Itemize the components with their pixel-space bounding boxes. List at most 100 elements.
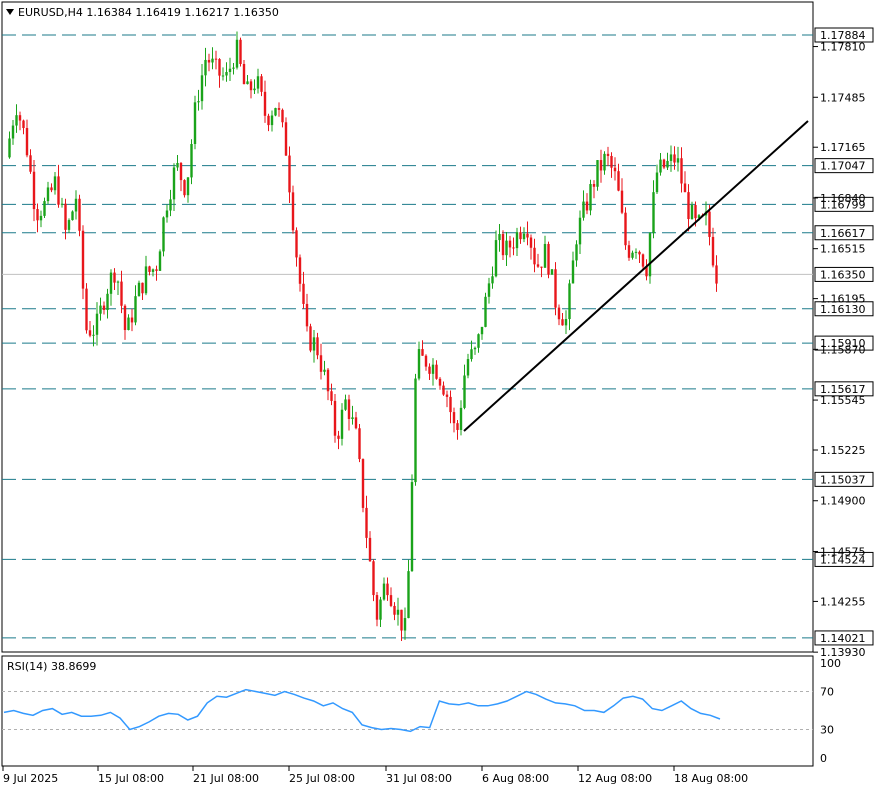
candle-body xyxy=(575,244,578,261)
candle-body xyxy=(697,215,701,219)
candle-body xyxy=(284,122,288,156)
candle-body xyxy=(617,171,620,191)
candle-body xyxy=(501,234,505,256)
candle-body xyxy=(631,252,634,258)
candle-body xyxy=(148,266,151,272)
candle-body xyxy=(123,305,127,331)
price-tick-label: 1.14900 xyxy=(820,495,866,508)
candle-body xyxy=(438,378,442,386)
triangle-down-icon[interactable] xyxy=(6,9,14,15)
price-tick-label: 1.14575 xyxy=(820,545,866,558)
candle-body xyxy=(463,375,466,408)
level-price-tag xyxy=(814,225,874,241)
candle-body xyxy=(526,233,529,238)
candle-body xyxy=(351,417,354,420)
price-tick-label: 1.15870 xyxy=(820,343,866,356)
candle-body xyxy=(505,240,508,256)
candle-body xyxy=(204,59,207,76)
candle-body xyxy=(680,158,683,184)
candle-body xyxy=(218,59,221,76)
candle-body xyxy=(288,155,291,193)
candle-body xyxy=(176,162,179,168)
candle-body xyxy=(169,199,172,211)
candle-body xyxy=(67,220,71,230)
time-tick-label: 31 Jul 08:00 xyxy=(386,772,452,785)
time-tick-label: 21 Jul 08:00 xyxy=(193,772,259,785)
candle-body xyxy=(466,359,470,376)
symbol-header: EURUSD,H4 1.16384 1.16419 1.16217 1.1635… xyxy=(18,6,279,19)
candle-body xyxy=(130,317,134,323)
level-price-label: 1.15037 xyxy=(820,473,866,486)
candle-body xyxy=(599,160,603,171)
candle-body xyxy=(540,266,543,268)
candle-body xyxy=(396,609,400,615)
candle-body xyxy=(60,203,64,205)
candle-body xyxy=(144,266,148,294)
candle-body xyxy=(410,482,414,572)
candle-body xyxy=(337,435,340,439)
level-price-tag xyxy=(814,158,874,174)
candle-body xyxy=(116,281,120,283)
candle-body xyxy=(470,349,473,360)
candle-body xyxy=(85,288,88,331)
candle-body xyxy=(564,319,568,326)
rsi-tick-label: 30 xyxy=(820,724,834,737)
price-tick-label: 1.15225 xyxy=(820,444,866,457)
candle-body xyxy=(592,184,596,187)
time-axis: 9 Jul 2025 15 Jul 08:00 21 Jul 08:00 25 Jul… xyxy=(2,766,748,785)
candle-body xyxy=(221,75,225,77)
candle-body xyxy=(645,266,648,277)
candle-body xyxy=(389,595,393,606)
rsi-tick-label: 0 xyxy=(820,752,827,765)
candle-body xyxy=(214,58,218,60)
candle-body xyxy=(676,158,680,163)
candle-body xyxy=(589,184,592,211)
candle-body xyxy=(134,296,137,323)
candle-body xyxy=(627,245,631,258)
candle-body xyxy=(18,115,22,121)
time-tick-label: 18 Aug 08:00 xyxy=(674,772,748,785)
candle-body xyxy=(50,187,53,191)
candle-body xyxy=(533,247,536,265)
candle-body xyxy=(557,307,561,320)
level-price-tag xyxy=(814,335,874,351)
candle-body xyxy=(242,63,246,85)
candle-body xyxy=(141,282,144,294)
candle-body xyxy=(330,391,333,401)
candle-body xyxy=(582,201,585,218)
level-price-tag xyxy=(814,381,874,397)
candle-body xyxy=(659,159,662,173)
candle-body xyxy=(281,109,284,123)
candle-body xyxy=(183,180,186,196)
candle-body xyxy=(200,75,204,102)
candle-body xyxy=(683,183,687,193)
candle-body xyxy=(106,293,109,310)
candle-body xyxy=(270,115,274,126)
level-price-label: 1.14021 xyxy=(820,632,866,645)
candle-body xyxy=(428,366,431,374)
candle-body xyxy=(291,192,295,231)
current-price-tag xyxy=(814,266,874,282)
candle-body xyxy=(477,334,480,348)
candle-body xyxy=(512,247,515,249)
candle-body xyxy=(638,251,641,255)
candle-body xyxy=(421,349,424,356)
candle-body xyxy=(253,88,256,91)
price-tick-label: 1.13930 xyxy=(820,646,866,659)
candle-body xyxy=(550,269,554,275)
candle-body xyxy=(529,237,533,248)
candle-body xyxy=(260,76,263,92)
time-tick-label: 15 Jul 08:00 xyxy=(98,772,164,785)
candle-body xyxy=(57,176,60,205)
time-tick-label: 25 Jul 08:00 xyxy=(289,772,355,785)
candle-body xyxy=(256,76,260,89)
candle-body xyxy=(323,369,326,372)
candle-body xyxy=(88,330,92,336)
candle-body xyxy=(186,177,190,196)
candle-body xyxy=(515,232,519,249)
candle-body xyxy=(46,187,50,202)
candle-body xyxy=(277,108,281,110)
trendline[interactable] xyxy=(463,120,809,432)
level-price-tag xyxy=(814,630,874,646)
